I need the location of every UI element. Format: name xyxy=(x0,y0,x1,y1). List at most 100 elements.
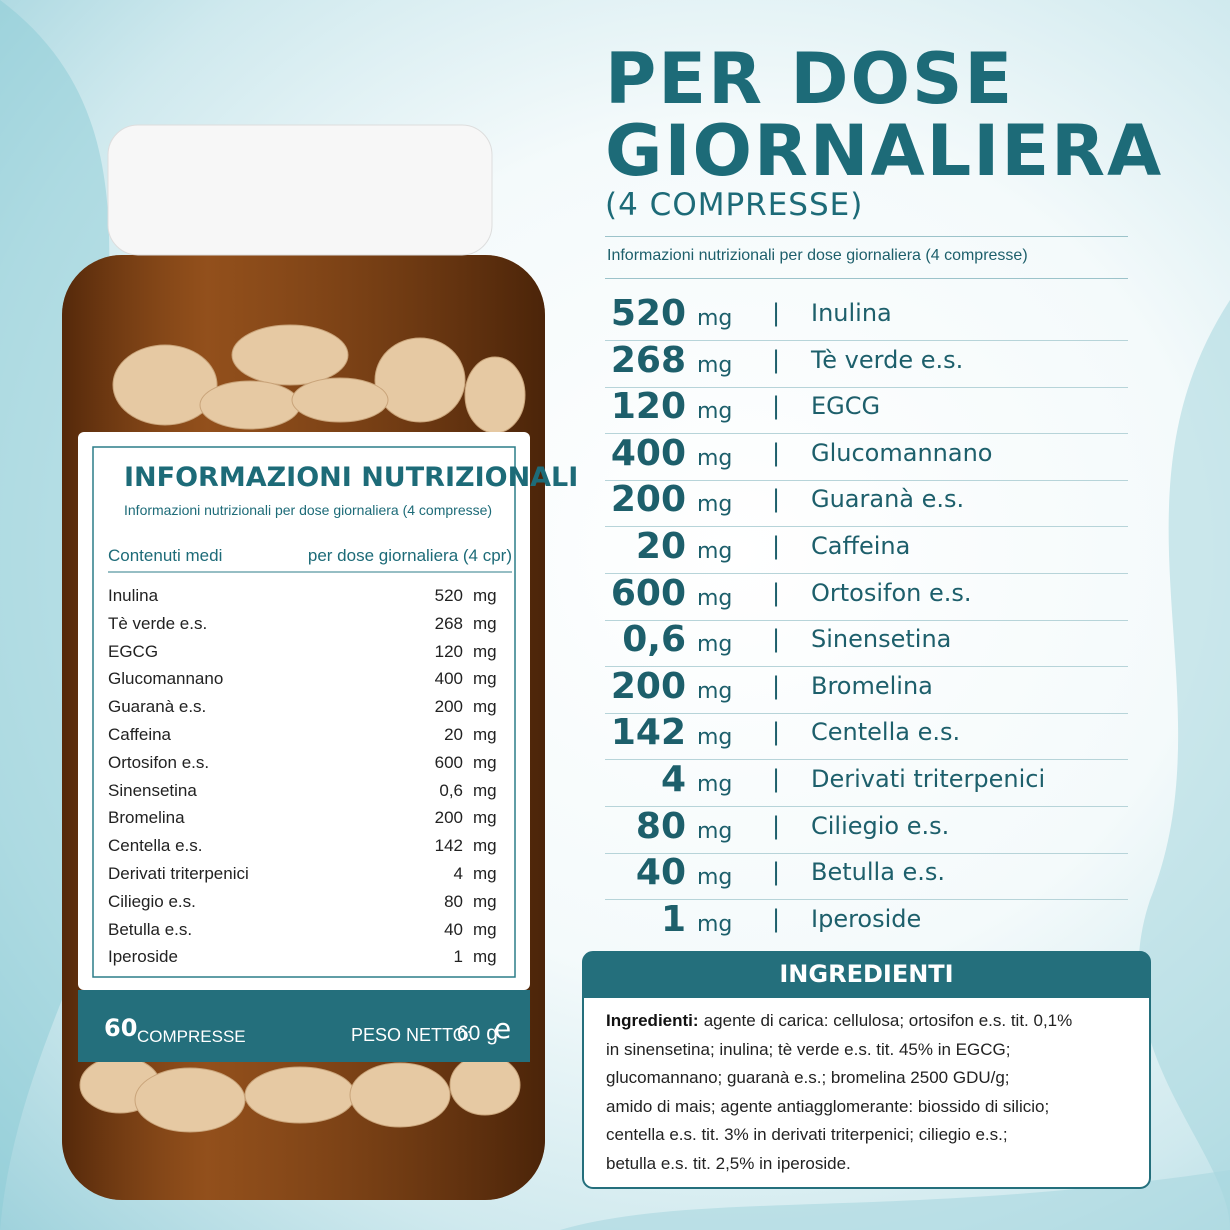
ingredient-name: Inulina xyxy=(811,299,892,327)
amount: 400 xyxy=(610,432,686,474)
rule xyxy=(605,526,1128,528)
amount: 268 xyxy=(610,339,686,381)
ingredient-name: Glucomannano xyxy=(811,438,993,467)
label-name: Guaranà e.s. xyxy=(108,697,207,717)
unit: mg xyxy=(697,911,733,937)
amount: 200 xyxy=(610,479,686,521)
amount: 142 xyxy=(610,712,686,754)
label-name: EGCG xyxy=(108,641,159,661)
label-amount: 80 xyxy=(444,891,463,911)
label-unit: mg xyxy=(473,864,497,883)
label-amount: 1 xyxy=(453,947,463,967)
ingredient-name: Sinensetina xyxy=(811,625,952,654)
label-unit: mg xyxy=(473,669,497,689)
separator: | xyxy=(772,392,781,421)
unit: mg xyxy=(697,306,733,331)
label-amount: 4 xyxy=(453,864,463,883)
label-unit: mg xyxy=(473,836,497,856)
label-name: Centella e.s. xyxy=(108,836,203,856)
separator: | xyxy=(772,858,781,887)
ingredient-name: EGCG xyxy=(811,392,881,421)
ingredient-name: Ciliegio e.s. xyxy=(811,811,950,840)
label-subtitle: Informazioni nutrizionali per dose giorn… xyxy=(124,502,493,518)
rule xyxy=(605,712,1128,714)
label-unit: mg xyxy=(473,780,497,800)
unit: mg xyxy=(697,352,733,378)
separator: | xyxy=(772,532,781,560)
label-amount: 20 xyxy=(444,725,463,744)
amount: 520 xyxy=(610,293,686,334)
amount: 0,6 xyxy=(622,619,686,661)
ingredient-name: Bromelina xyxy=(811,671,933,700)
amount: 40 xyxy=(635,852,686,894)
title-line: PER DOSE xyxy=(605,38,1015,120)
label-col: per dose giornaliera (4 cpr) xyxy=(307,546,512,565)
amount: 80 xyxy=(635,805,686,847)
unit: mg xyxy=(697,399,733,425)
rule xyxy=(605,806,1128,807)
label-amount: 268 xyxy=(434,613,463,633)
rule xyxy=(605,573,1128,574)
rule xyxy=(605,899,1128,901)
ingredient-name: Guaranà e.s. xyxy=(811,485,965,514)
label-name: Derivati triterpenici xyxy=(108,864,249,883)
label-unit: mg xyxy=(473,919,497,939)
caption: Informazioni nutrizionali per dose giorn… xyxy=(607,247,1028,264)
separator: | xyxy=(772,485,781,514)
count-unit: COMPRESSE xyxy=(137,1027,246,1046)
label-unit: mg xyxy=(473,947,497,967)
ingredient-name: Tè verde e.s. xyxy=(811,345,964,374)
unit: mg xyxy=(697,632,733,658)
ingredient-name: Iperoside xyxy=(811,904,922,933)
amount: 4 xyxy=(660,759,686,800)
rule xyxy=(605,479,1128,481)
ingredient-name: Ortosifon e.s. xyxy=(811,578,972,607)
label-name: Tè verde e.s. xyxy=(108,613,208,633)
label-name: Glucomannano xyxy=(108,669,224,689)
amount: 20 xyxy=(635,526,686,567)
separator: | xyxy=(772,578,781,607)
rule xyxy=(605,278,1128,279)
unit: mg xyxy=(697,725,733,751)
separator: | xyxy=(772,765,781,793)
rule xyxy=(605,340,1128,341)
rule xyxy=(605,852,1128,854)
separator: | xyxy=(772,671,781,700)
label-unit: mg xyxy=(473,697,497,717)
separator: | xyxy=(772,718,781,747)
count: 60 xyxy=(104,1014,138,1042)
label-unit: mg xyxy=(473,752,497,772)
label-name: Iperoside xyxy=(108,947,178,967)
label-name: Betulla e.s. xyxy=(108,919,193,939)
amount: 200 xyxy=(610,665,686,707)
ingredients-line: glucomannano; guaranà e.s.; bromelina 25… xyxy=(606,1068,1010,1087)
label-unit: mg xyxy=(473,725,497,744)
unit: mg xyxy=(697,772,733,797)
label-unit: mg xyxy=(473,641,497,661)
subtitle: (4 COMPRESSE) xyxy=(605,187,864,223)
label-amount: 0,6 xyxy=(439,780,463,800)
separator: | xyxy=(772,345,781,374)
unit: mg xyxy=(697,585,733,611)
ingredients-lead: Ingredienti: xyxy=(606,1011,699,1030)
unit: mg xyxy=(697,678,733,704)
label-amount: 200 xyxy=(434,808,463,828)
label-amount: 520 xyxy=(434,586,463,605)
amount: 600 xyxy=(610,572,686,614)
label-amount: 600 xyxy=(434,752,463,772)
separator: | xyxy=(772,625,781,654)
label-unit: mg xyxy=(473,891,497,911)
rule xyxy=(605,666,1128,668)
unit: mg xyxy=(697,865,733,891)
estimate-mark: e xyxy=(494,1012,512,1045)
ingredient-name: Betulla e.s. xyxy=(811,858,946,887)
unit: mg xyxy=(697,445,733,471)
label-name: Caffeina xyxy=(108,725,172,744)
ingredient-name: Derivati triterpenici xyxy=(811,765,1046,793)
unit: mg xyxy=(697,818,733,844)
rule xyxy=(605,236,1128,237)
ingredients-line: agente di carica: cellulosa; ortosifon e… xyxy=(699,1011,1073,1030)
rule xyxy=(605,433,1128,435)
separator: | xyxy=(772,438,781,467)
